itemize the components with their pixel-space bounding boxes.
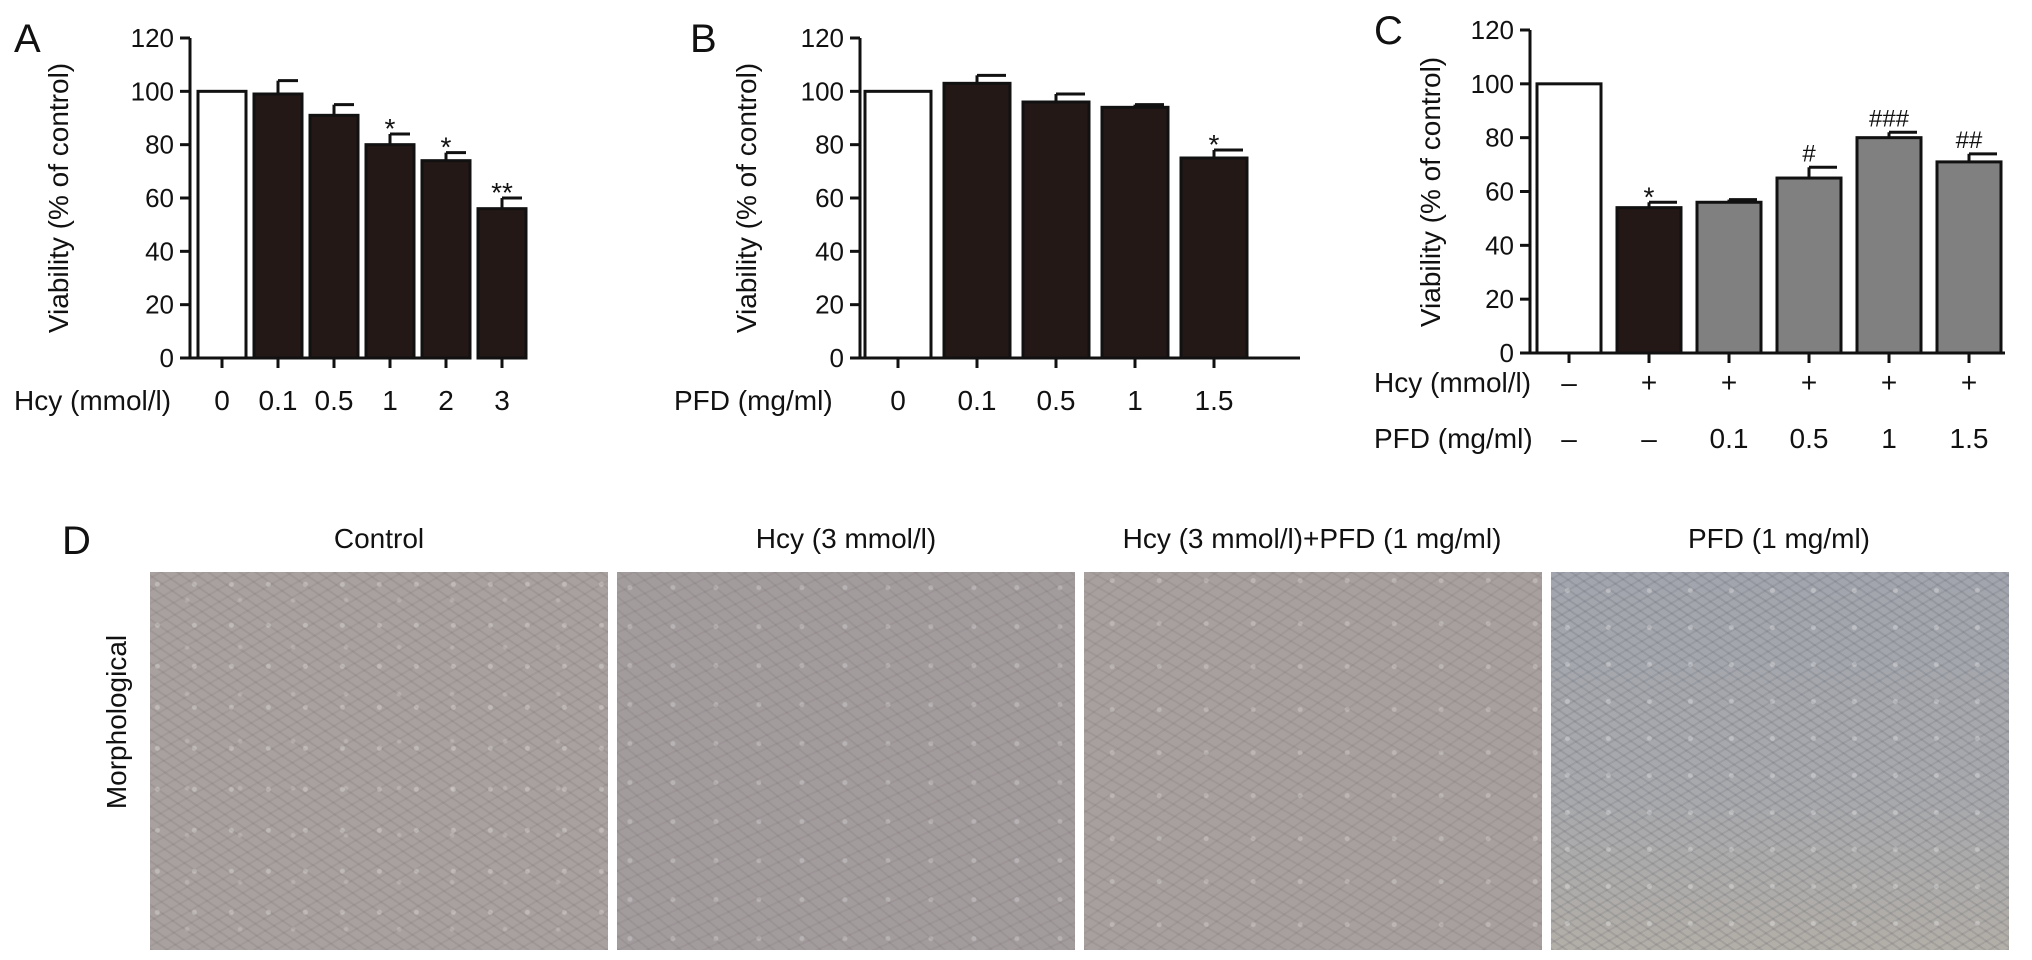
micrograph-hcy	[617, 572, 1075, 950]
panel-b-bar	[1179, 156, 1249, 360]
panel-a-x-tick-label: 3	[494, 385, 510, 416]
panel-c-row-value: +	[1801, 367, 1817, 398]
panel-c-y-axis-label: Viability (% of control)	[1415, 57, 1446, 327]
panel-b-y-tick-label: 80	[815, 130, 844, 160]
panel-a-y-tick-label: 0	[160, 343, 174, 373]
panel-c-row-value: –	[1641, 423, 1657, 454]
panel-c-row-value: +	[1881, 367, 1897, 398]
panel-c-bar	[1775, 176, 1843, 355]
panel-a-x-tick-label: 0.1	[259, 385, 298, 416]
panel-c-bar	[1855, 136, 1923, 355]
panel-b-y-tick-label: 100	[801, 76, 844, 106]
panel-b-y-tick-label: 120	[801, 23, 844, 53]
panel-c-row-value: 1	[1881, 423, 1897, 454]
micrograph-control	[150, 572, 608, 950]
panel-c-y-tick-label: 80	[1485, 123, 1514, 153]
panel-a-y-tick-label: 60	[145, 183, 174, 213]
panel-b-x-tick-label: 0.5	[1037, 385, 1076, 416]
panel-c-y-tick-label: 100	[1471, 69, 1514, 99]
panel-a-bar	[252, 92, 304, 360]
panel-b-x-tick-label: 1.5	[1195, 385, 1234, 416]
panel-d-label: D	[62, 519, 91, 563]
panel-c-bar	[1535, 82, 1603, 355]
panel-c-significance-label: ###	[1869, 105, 1910, 132]
micrograph-title: Hcy (3 mmol/l)	[756, 523, 936, 554]
panel-b-y-tick-label: 0	[830, 343, 844, 373]
panel-b-label: B	[690, 17, 717, 61]
panel-a-significance-label: *	[385, 113, 396, 144]
micrograph-title: Hcy (3 mmol/l)+PFD (1 mg/ml)	[1123, 523, 1502, 554]
panel-c-label: C	[1374, 9, 1403, 53]
panel-c-row-value: 0.5	[1790, 423, 1829, 454]
micrograph-pfd	[1551, 572, 2009, 950]
micrograph-title: Control	[334, 523, 424, 554]
panel-b-bar	[863, 89, 933, 360]
panel-b-y-tick-label: 40	[815, 236, 844, 266]
panel-c-y-tick-label: 20	[1485, 284, 1514, 314]
panel-c-row-value: –	[1561, 423, 1577, 454]
panel-a-significance-label: *	[441, 132, 452, 163]
micrograph-hcy-pfd	[1084, 572, 1542, 950]
panel-a-significance-label: **	[491, 177, 513, 208]
panel-a-bar	[420, 159, 472, 360]
panel-c-bar	[1935, 160, 2003, 355]
panel-c-significance-label: #	[1802, 140, 1816, 167]
panel-c-significance-label: ##	[1956, 127, 1983, 154]
panel-a-x-title: Hcy (mmol/l)	[14, 385, 171, 416]
panel-b-x-tick-label: 0	[890, 385, 906, 416]
panel-c-row-value: +	[1721, 367, 1737, 398]
panel-c-y-tick-label: 0	[1500, 338, 1514, 368]
panel-b-bar	[1100, 105, 1170, 360]
panel-a-bar	[196, 89, 248, 360]
panel-c-row-title: Hcy (mmol/l)	[1374, 367, 1531, 398]
panel-c-significance-label: *	[1644, 181, 1655, 212]
panel-c-row-value: –	[1561, 367, 1577, 398]
panel-c-bar	[1695, 200, 1763, 355]
panel-a-x-tick-label: 0.5	[315, 385, 354, 416]
panel-a-x-tick-label: 0	[214, 385, 230, 416]
panel-a-bar	[308, 113, 360, 360]
micrograph-title: PFD (1 mg/ml)	[1688, 523, 1870, 554]
panel-a-y-tick-label: 100	[131, 76, 174, 106]
panel-b-x-tick-label: 1	[1127, 385, 1143, 416]
panel-b-bar	[1021, 100, 1091, 360]
panel-c-y-tick-label: 40	[1485, 230, 1514, 260]
panel-c-y-tick-label: 60	[1485, 177, 1514, 207]
panel-d-row-label: Morphological	[101, 635, 132, 809]
panel-b-y-axis-label: Viability (% of control)	[731, 63, 762, 333]
panel-b-x-tick-label: 0.1	[958, 385, 997, 416]
panel-a-x-tick-label: 2	[438, 385, 454, 416]
panel-a-y-axis-label: Viability (% of control)	[43, 63, 74, 333]
panel-a-bar	[476, 207, 528, 360]
panel-a-y-tick-label: 120	[131, 23, 174, 53]
panel-c-bar	[1615, 206, 1683, 355]
panel-a-label: A	[14, 17, 41, 61]
panel-c-y-tick-label: 120	[1471, 15, 1514, 45]
panel-a-y-tick-label: 20	[145, 290, 174, 320]
panel-b-x-title: PFD (mg/ml)	[674, 385, 833, 416]
panel-a-x-tick-label: 1	[382, 385, 398, 416]
panel-a-y-tick-label: 40	[145, 236, 174, 266]
panel-b-significance-label: *	[1209, 129, 1220, 160]
panel-c-row-value: 0.1	[1710, 423, 1749, 454]
panel-c-row-value: 1.5	[1950, 423, 1989, 454]
panel-a-y-tick-label: 80	[145, 130, 174, 160]
panel-b-y-tick-label: 20	[815, 290, 844, 320]
panel-a-bar	[364, 143, 416, 360]
panel-c-row-value: +	[1961, 367, 1977, 398]
panel-b-y-tick-label: 60	[815, 183, 844, 213]
panel-c-row-value: +	[1641, 367, 1657, 398]
panel-c-row-title: PFD (mg/ml)	[1374, 423, 1533, 454]
panel-b-bar	[942, 81, 1012, 360]
micrograph-row	[150, 572, 2010, 950]
